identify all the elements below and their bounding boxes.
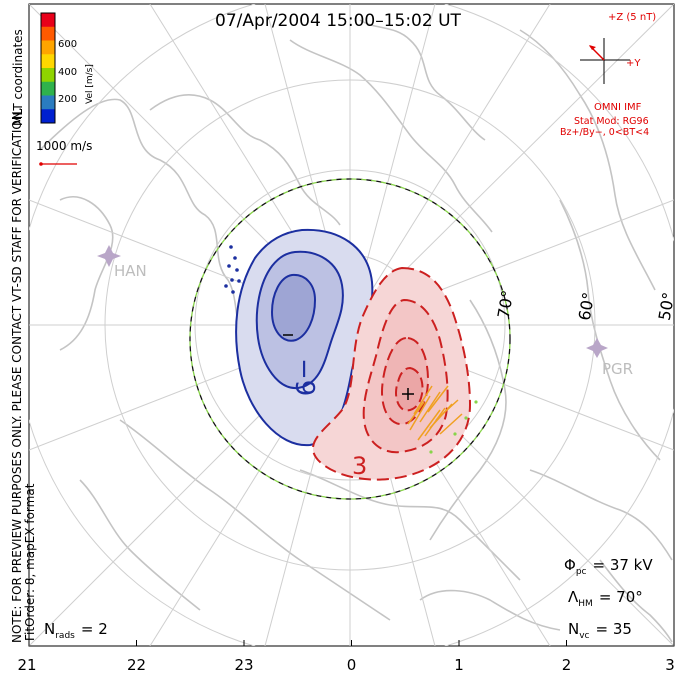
lat-label-50: 50° [655,291,679,322]
mlt-tick-label: 22 [127,656,146,674]
stat-phi: Φpc = 37 kV [564,556,653,577]
colorbar-swatch [41,26,55,41]
colorbar-swatch [41,40,55,55]
imf-y-label: +Y [626,58,641,69]
imf-dial: +Z (5 nT) +Y OMNI IMF Stat Mod: RG96 Bz+… [560,12,656,138]
mlt-tick-label: 3 [665,656,675,674]
mlt-tick-label: 23 [234,656,253,674]
imf-condition: Bz+/By−, 0<BT<4 [560,127,649,138]
imf-source: OMNI IMF [594,102,642,113]
vector-scale-origin [39,162,43,166]
mlt-tick-label: 0 [347,656,357,674]
stat-nvc: Nvc = 35 [568,620,632,641]
fit-info: FitOrder: 8, mapEX format [23,483,37,641]
lat-label-70: 70° [494,289,518,320]
colorbar-label: Vel [m/s] [85,64,95,104]
colorbar-tick-200: 200 [58,94,77,105]
imf-stat-mod: Stat Mod: RG96 [574,116,649,127]
mlt-tick-label: 1 [454,656,464,674]
stat-nrads: Nrads = 2 [44,620,108,641]
negative-convection-cell [235,228,374,447]
colorbar-swatch [41,81,55,96]
positive-contour-label: 3 [352,452,367,480]
imf-z-label: +Z (5 nT) [608,12,656,23]
stat-lambda: ΛHM = 70° [568,588,643,609]
hm-boundary [189,178,511,500]
coord-label: MLT coordinates [11,29,25,126]
colorbar-swatch [41,13,55,28]
velocity-colorbar [40,12,56,124]
colorbar-swatch [41,54,55,69]
chart-title: 07/Apr/2004 15:00–15:02 UT [215,11,461,31]
colorbar-tick-400: 400 [58,67,77,78]
station-han: HAN [97,245,147,280]
colorbar-swatch [41,95,55,110]
velocity-vectors [224,245,478,454]
lat-label-60: 60° [575,291,599,322]
colorbar-swatch [41,68,55,83]
colorbar-tick-600: 600 [58,39,77,50]
station-pgr: PGR [586,338,633,378]
mlt-tick-label: 2 [562,656,572,674]
station-label-pgr: PGR [602,360,633,378]
mlt-axis: 21 22 23 0 1 2 3 [17,640,675,674]
vector-scale-label: 1000 m/s [36,139,92,153]
colorbar-border [40,12,56,124]
mlt-tick-label: 21 [17,656,36,674]
colorbar-swatch [41,109,55,124]
negative-contour-label: −9 [289,358,319,396]
watermark: NOTE: FOR PREVIEW PURPOSES ONLY. PLEASE … [10,107,24,643]
station-label-han: HAN [114,262,147,280]
map-stats: Φpc = 37 kV ΛHM = 70° Nvc = 35 Nrads = 2 [44,556,653,641]
